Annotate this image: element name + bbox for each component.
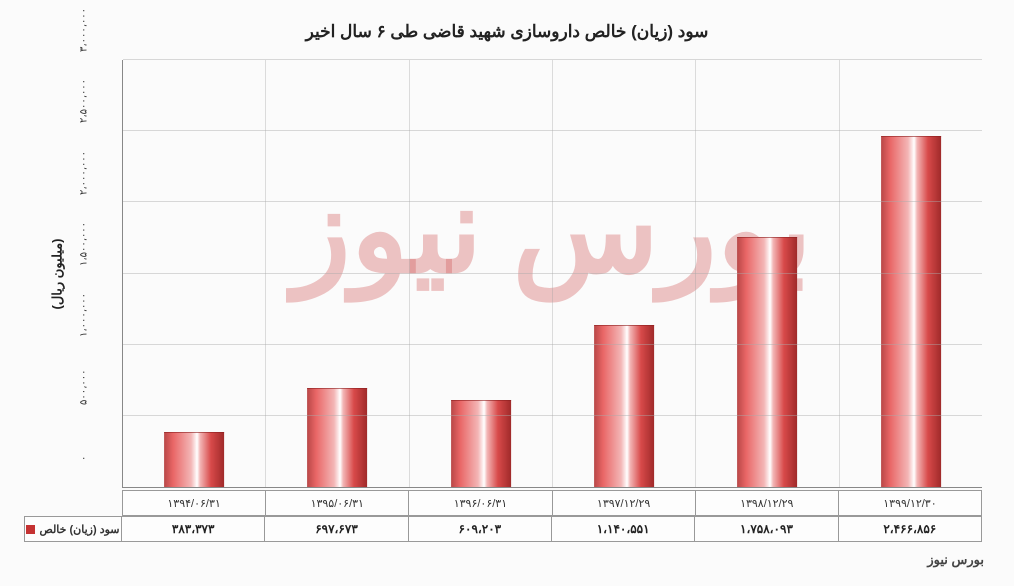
x-axis-label: ۱۳۹۸/۱۲/۲۹: [695, 490, 838, 516]
x-axis-label: ۱۳۹۵/۰۶/۳۱: [265, 490, 408, 516]
legend-cell: سود (زیان) خالص: [24, 516, 122, 542]
y-tick-label: ۳،۰۰۰،۰۰۰: [56, 0, 112, 60]
credit-text: بورس نیوز: [927, 552, 984, 568]
value-cell: ۶۰۹،۲۰۳: [409, 516, 552, 542]
plot-axes: بورس نیوز: [122, 60, 982, 488]
x-axis-label: ۱۳۹۴/۰۶/۳۱: [122, 490, 265, 516]
x-axis-label: ۱۳۹۹/۱۲/۳۰: [838, 490, 982, 516]
value-cell: ۲،۴۶۶،۸۵۶: [839, 516, 982, 542]
y-tick-label: ۲،۵۰۰،۰۰۰: [56, 71, 112, 131]
bar: [308, 388, 368, 487]
value-cell: ۱،۱۴۰،۵۵۱: [552, 516, 695, 542]
gridline: [123, 415, 982, 416]
value-cell: ۱،۷۵۸،۰۹۳: [695, 516, 838, 542]
bar-slot: [553, 60, 696, 487]
bar-slot: [696, 60, 839, 487]
gridline: [123, 130, 982, 131]
value-row: سود (زیان) خالص ۳۸۳،۳۷۳۶۹۷،۶۷۳۶۰۹،۲۰۳۱،۱…: [24, 516, 982, 542]
bars-group: [123, 60, 982, 487]
gridline: [123, 273, 982, 274]
legend-label: سود (زیان) خالص: [39, 523, 119, 536]
bar: [451, 400, 511, 487]
value-cell: ۳۸۳،۳۷۳: [122, 516, 265, 542]
y-tick-label: ۱،۵۰۰،۰۰۰: [56, 214, 112, 274]
bar-slot: [840, 60, 982, 487]
value-cell: ۶۹۷،۶۷۳: [265, 516, 408, 542]
gridline: [123, 59, 982, 60]
y-tick-label: ۵۰۰،۰۰۰: [56, 357, 112, 417]
x-axis-label: ۱۳۹۶/۰۶/۳۱: [408, 490, 551, 516]
gridline: [123, 201, 982, 202]
chart-frame: سود (زیان) خالص داروسازی شهید قاضی طی ۶ …: [12, 10, 1002, 578]
bar: [594, 325, 654, 487]
bar: [164, 432, 224, 487]
plot-area: بورس نیوز (میلیون ریال) ۰۵۰۰،۰۰۰۱،۰۰۰،۰۰…: [122, 60, 982, 488]
legend-swatch-icon: [26, 525, 35, 534]
bar-slot: [410, 60, 553, 487]
x-axis-labels: ۱۳۹۴/۰۶/۳۱۱۳۹۵/۰۶/۳۱۱۳۹۶/۰۶/۳۱۱۳۹۷/۱۲/۲۹…: [122, 490, 982, 516]
bar-slot: [266, 60, 409, 487]
bar: [738, 237, 798, 487]
y-tick-label: ۲،۰۰۰،۰۰۰: [56, 143, 112, 203]
chart-title: سود (زیان) خالص داروسازی شهید قاضی طی ۶ …: [12, 10, 1002, 58]
bar-slot: [123, 60, 266, 487]
bar: [881, 136, 941, 487]
chart-container: سود (زیان) خالص داروسازی شهید قاضی طی ۶ …: [0, 0, 1014, 586]
y-tick-label: ۰: [56, 428, 112, 488]
y-tick-label: ۱،۰۰۰،۰۰۰: [56, 285, 112, 345]
x-axis-label: ۱۳۹۷/۱۲/۲۹: [552, 490, 695, 516]
gridline: [123, 344, 982, 345]
